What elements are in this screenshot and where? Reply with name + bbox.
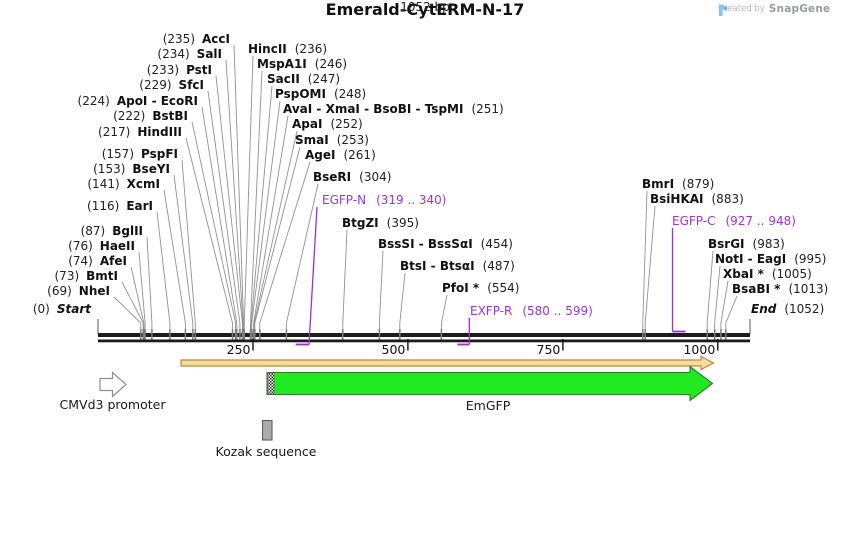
emgfp-label[interactable]: EmGFP (465, 398, 511, 413)
ruler-tick-500: 500 (382, 342, 406, 357)
enzyme-label[interactable]: (87) BglII (80, 224, 143, 238)
enzyme-label[interactable]: BmrI (879) (642, 177, 715, 191)
enzyme-label[interactable]: (229) SfcI (139, 78, 204, 92)
enzyme-label[interactable]: XbaI * (1005) (723, 267, 812, 281)
start-label[interactable]: (0) Start (32, 302, 91, 316)
orange-feature-arrow[interactable] (180, 355, 715, 371)
ruler-tick-750: 750 (537, 342, 561, 357)
enzyme-label[interactable]: (235) AccI (162, 32, 230, 46)
enzyme-label[interactable]: BsrGI (983) (708, 237, 785, 251)
promoter-label[interactable]: CMVd3 promoter (59, 397, 166, 412)
snapgene-flag-icon (719, 4, 727, 16)
enzyme-label[interactable]: SmaI (253) (295, 133, 369, 147)
promoter-arrow-icon[interactable] (99, 371, 127, 398)
enzyme-label[interactable]: (233) PstI (146, 63, 212, 77)
enzyme-label[interactable]: AgeI (261) (305, 148, 376, 162)
emgfp-hatched-start (267, 372, 275, 395)
enzyme-label[interactable]: (74) AfeI (68, 254, 127, 268)
enzyme-label[interactable]: AvaI - XmaI - BsoBI - TspMI (251) (283, 102, 504, 116)
ruler: 250 500 750 1000 (227, 339, 719, 357)
primer-label-egfp-n[interactable]: EGFP-N (319 .. 340) (322, 193, 447, 207)
ruler-tick-1000: 1000 (683, 342, 715, 357)
primer-label-egfp-c[interactable]: EGFP-C (927 .. 948) (672, 214, 796, 228)
kozak-box[interactable] (261, 419, 273, 441)
enzyme-label[interactable]: BtgZI (395) (342, 216, 419, 230)
enzyme-label[interactable]: SacII (247) (267, 72, 341, 86)
enzyme-label[interactable]: BsiHKAI (883) (650, 192, 744, 206)
primer-marker-exfp-r[interactable] (457, 318, 470, 346)
enzyme-label[interactable]: (73) BmtI (54, 269, 119, 283)
enzyme-label[interactable]: BtsI - BtsαI (487) (400, 259, 515, 273)
created-by-text: Created by (718, 4, 765, 14)
branding: Created by SnapGene (718, 3, 848, 16)
enzyme-label[interactable]: (217) HindIII (98, 125, 182, 139)
enzyme-label[interactable]: (222) BstBI (113, 109, 188, 123)
snapgene-wordmark: SnapGene (768, 3, 831, 15)
primer-marker-egfp-c[interactable] (671, 228, 686, 333)
enzyme-label[interactable]: NotI - EagI (995) (715, 252, 827, 266)
primer-markers[interactable] (295, 206, 686, 346)
enzyme-label[interactable]: (69) NheI (47, 284, 110, 298)
enzyme-label[interactable]: (141) XcmI (87, 177, 160, 191)
kozak-label[interactable]: Kozak sequence (215, 444, 317, 459)
primer-marker-egfp-n[interactable] (295, 206, 318, 346)
emgfp-cds-arrow[interactable] (266, 365, 714, 402)
map-length: 1052 bp (400, 0, 450, 14)
enzyme-label[interactable]: PfoI * (554) (442, 281, 520, 295)
enzyme-label[interactable]: BseRI (304) (313, 170, 392, 184)
enzyme-label[interactable]: (76) HaeII (68, 239, 135, 253)
enzyme-label[interactable]: PspOMI (248) (275, 87, 367, 101)
end-label[interactable]: End (1052) (751, 302, 825, 316)
enzyme-label[interactable]: BsaBI * (1013) (732, 282, 829, 296)
sequence-line (98, 333, 750, 343)
enzyme-label[interactable]: (157) PspFI (101, 147, 178, 161)
map-title: Emerald-CytERM-N-17 (325, 0, 525, 19)
enzyme-label[interactable]: BssSI - BssSαI (454) (378, 237, 513, 251)
primer-label-exfp-r[interactable]: EXFP-R (580 .. 599) (470, 304, 593, 318)
site-ticks (140, 329, 727, 340)
enzyme-label[interactable]: MspA1I (246) (257, 57, 348, 71)
enzyme-label[interactable]: (153) BseYI (93, 162, 170, 176)
ruler-tick-250: 250 (227, 342, 251, 357)
enzyme-label[interactable]: (116) EarI (87, 199, 153, 213)
enzyme-label[interactable]: (234) SalI (157, 47, 222, 61)
enzyme-label[interactable]: ApaI (252) (292, 117, 363, 131)
enzyme-label[interactable]: (224) ApoI - EcoRI (77, 94, 198, 108)
enzyme-label[interactable]: HincII (236) (248, 42, 328, 56)
